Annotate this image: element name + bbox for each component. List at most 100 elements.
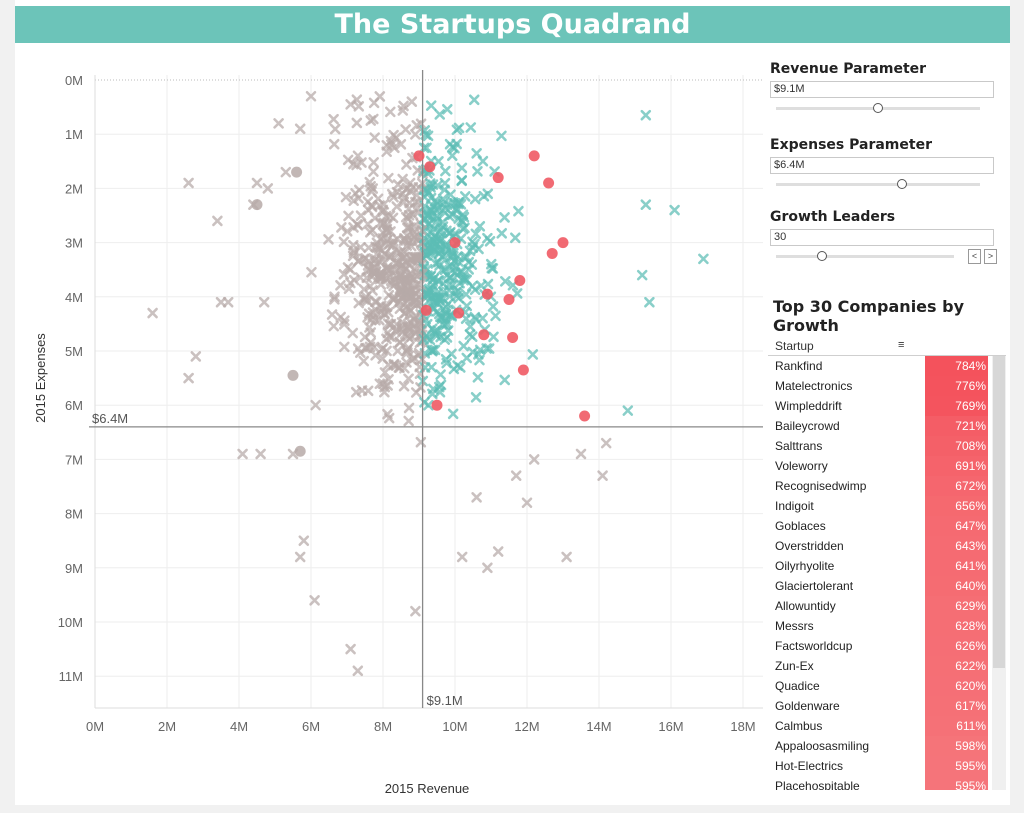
table-row[interactable]: Baileycrowd 721% xyxy=(768,416,1006,436)
table-row[interactable]: Allowuntidy 629% xyxy=(768,596,1006,616)
table-row[interactable]: Goldenware 617% xyxy=(768,696,1006,716)
data-point xyxy=(383,289,395,301)
data-point xyxy=(412,165,424,176)
growth-value: 769% xyxy=(925,396,988,416)
data-point xyxy=(511,288,523,299)
data-point xyxy=(355,210,367,221)
data-point xyxy=(215,296,227,308)
data-point xyxy=(499,212,510,223)
expenses-parameter-input[interactable]: $6.4M xyxy=(770,157,994,174)
data-point xyxy=(394,336,406,348)
data-point xyxy=(340,191,352,203)
data-point xyxy=(387,212,399,224)
data-point xyxy=(441,103,453,115)
table-row[interactable]: Quadice 620% xyxy=(768,676,1006,696)
data-point xyxy=(323,234,334,245)
table-row[interactable]: Oilyrhyolite 641% xyxy=(768,556,1006,576)
data-point xyxy=(465,122,477,133)
data-point xyxy=(483,343,495,354)
table-row[interactable]: Goblaces 647% xyxy=(768,516,1006,536)
startup-column-header[interactable]: Startup xyxy=(775,339,814,353)
growth-leaders-input[interactable]: 30 xyxy=(770,229,994,246)
data-point xyxy=(435,331,446,343)
table-row[interactable]: Glaciertolerant 640% xyxy=(768,576,1006,596)
y-tick-label: 7M xyxy=(65,452,83,467)
table-row[interactable]: Calmbus 611% xyxy=(768,716,1006,736)
data-point xyxy=(391,201,403,212)
data-point xyxy=(360,294,372,306)
table-scrollbar[interactable] xyxy=(992,356,1006,790)
table-row[interactable]: Messrs 628% xyxy=(768,616,1006,636)
table-row[interactable]: Hot-Electrics 595% xyxy=(768,756,1006,776)
data-point xyxy=(381,226,393,238)
table-row[interactable]: Wimpleddrift 769% xyxy=(768,396,1006,416)
table-row[interactable]: Indigoit 656% xyxy=(768,496,1006,516)
data-point xyxy=(378,218,389,230)
top-companies-title: Top 30 Companies by Growth xyxy=(773,297,964,335)
table-row[interactable]: Factsworldcup 626% xyxy=(768,636,1006,656)
growth-value: 622% xyxy=(925,656,988,676)
data-point xyxy=(367,307,379,318)
data-point xyxy=(397,105,409,116)
data-point xyxy=(419,397,430,408)
data-point xyxy=(421,206,433,218)
data-point xyxy=(427,323,438,334)
leader-point-muted xyxy=(251,199,263,211)
data-point xyxy=(366,224,378,236)
sort-icon[interactable]: ≡ xyxy=(898,339,905,351)
data-point xyxy=(460,313,472,325)
growth-slider[interactable] xyxy=(770,248,960,264)
data-point xyxy=(600,437,612,449)
dashboard-title: The Startups Quadrand xyxy=(15,6,1010,43)
data-point xyxy=(364,176,376,188)
table-row[interactable]: Salttrans 708% xyxy=(768,436,1006,456)
data-point xyxy=(356,157,367,168)
data-point xyxy=(446,348,457,360)
slider-thumb[interactable] xyxy=(817,251,828,261)
data-point xyxy=(353,297,365,309)
data-point xyxy=(477,155,489,167)
startup-name: Factsworldcup xyxy=(775,639,853,653)
slider-thumb[interactable] xyxy=(897,179,908,189)
data-point xyxy=(474,220,486,232)
data-point xyxy=(358,284,370,295)
prev-step-button[interactable]: < xyxy=(968,249,981,264)
table-row[interactable]: Appaloosasmiling 598% xyxy=(768,736,1006,756)
data-point xyxy=(447,251,459,262)
data-point xyxy=(421,142,432,154)
data-point xyxy=(404,177,416,189)
data-point xyxy=(472,371,484,383)
revenue-slider[interactable] xyxy=(770,100,986,116)
slider-thumb[interactable] xyxy=(873,103,883,113)
data-point xyxy=(329,293,340,305)
scrollbar-thumb[interactable] xyxy=(993,356,1005,668)
leader-point-muted xyxy=(294,445,306,457)
data-point xyxy=(478,190,490,202)
table-row[interactable]: Voleworry 691% xyxy=(768,456,1006,476)
growth-leader-point xyxy=(431,399,443,411)
data-point xyxy=(669,204,680,216)
data-point xyxy=(294,123,306,135)
data-point xyxy=(383,172,394,184)
y-tick-label: 6M xyxy=(65,398,83,413)
data-point xyxy=(370,241,381,253)
next-step-button[interactable]: > xyxy=(984,249,997,264)
table-row[interactable]: Zun-Ex 622% xyxy=(768,656,1006,676)
table-row[interactable]: Overstridden 643% xyxy=(768,536,1006,556)
scatter-chart[interactable]: 0M 2M 4M 6M 8M 10M 12M 14M 16M 18M 0M 1M 2M 3M 4M 5M 6M 7… xyxy=(15,48,767,800)
table-row[interactable]: Placehospitable 595% xyxy=(768,776,1006,790)
table-row[interactable]: Recognisedwimp 672% xyxy=(768,476,1006,496)
data-point xyxy=(368,97,380,109)
data-point xyxy=(338,268,350,280)
table-row[interactable]: Matelectronics 776% xyxy=(768,376,1006,396)
data-point xyxy=(389,264,401,276)
growth-value: 629% xyxy=(925,596,988,616)
revenue-parameter-input[interactable]: $9.1M xyxy=(770,81,994,98)
data-point xyxy=(345,264,356,275)
growth-value: 641% xyxy=(925,556,988,576)
data-point xyxy=(369,132,380,143)
data-point xyxy=(435,369,446,380)
data-point xyxy=(473,243,484,255)
table-row[interactable]: Rankfind 784% xyxy=(768,356,1006,376)
expenses-slider[interactable] xyxy=(770,176,986,192)
